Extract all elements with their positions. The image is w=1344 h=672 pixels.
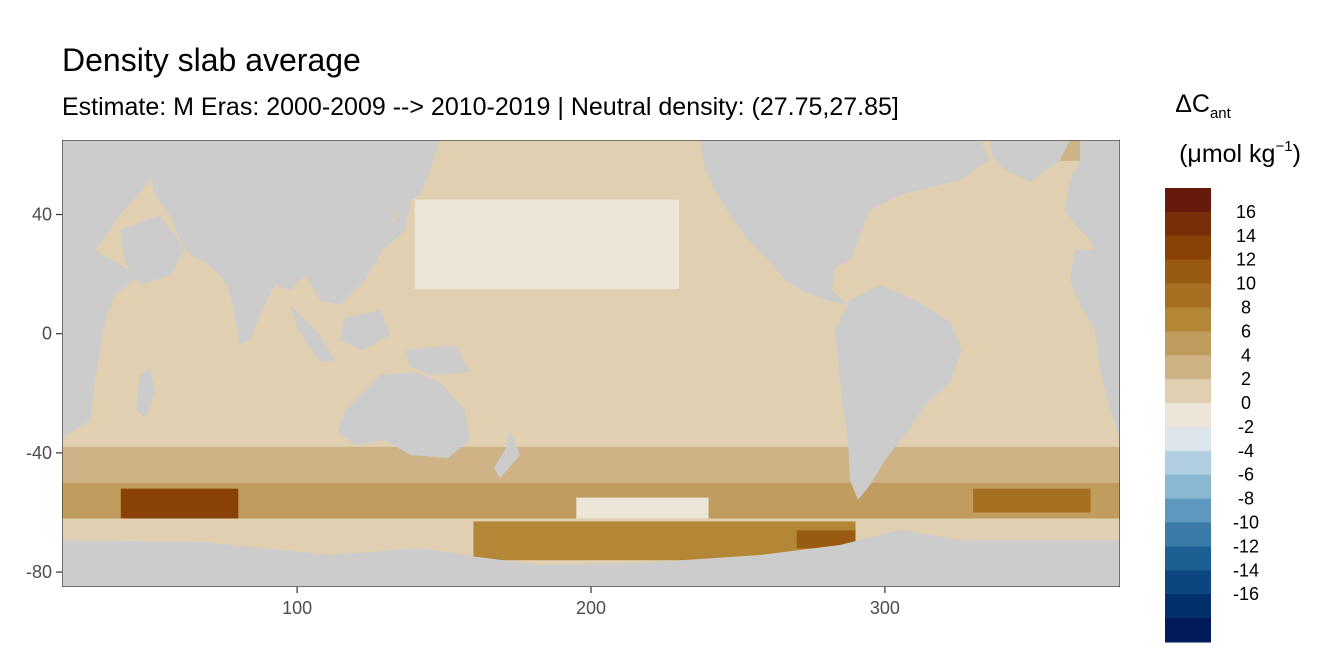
chart-subtitle: Estimate: M Eras: 2000-2009 --> 2010-201…: [62, 93, 899, 121]
antarctica-land: [62, 530, 1120, 587]
y-tick-label: 40: [32, 205, 52, 225]
borneo-land: [340, 310, 390, 350]
legend-label: -4: [1238, 441, 1254, 461]
legend-swatch: [1165, 474, 1211, 500]
japan-land: [378, 195, 410, 248]
africa-east-land: [1070, 250, 1120, 440]
legend-swatch: [1165, 546, 1211, 571]
europe-land: [1065, 140, 1120, 270]
legend-swatch: [1165, 379, 1211, 404]
y-tick-label: 0: [42, 324, 52, 344]
legend-swatch: [1165, 618, 1211, 643]
legend-label: 14: [1236, 226, 1256, 246]
region-indian-sector-max: [120, 488, 239, 519]
y-tick-label: -40: [26, 443, 52, 463]
legend-label: 4: [1241, 345, 1251, 365]
south-america-land: [835, 285, 962, 500]
land-layer: [62, 140, 1120, 587]
chart-title: Density slab average: [62, 42, 361, 78]
region-atlantic-sector-max: [973, 488, 1091, 513]
legend-label: 2: [1241, 369, 1251, 389]
region-layer: [62, 140, 1120, 561]
legend-swatch: [1165, 307, 1211, 332]
legend-swatch: [1165, 450, 1211, 476]
legend-title: ΔCant: [1175, 90, 1231, 122]
region-north-pacific-negative: [414, 199, 680, 289]
legend-label: 12: [1236, 250, 1256, 270]
legend: ΔCant (μmol kg−1) 16 14 12 10 8 6 4 2 0 -2 -4 -6 -8 -10…: [1165, 90, 1301, 643]
legend-label: -12: [1233, 536, 1259, 556]
sumatra-land: [290, 305, 335, 362]
legend-swatch: [1165, 211, 1211, 237]
legend-swatch: [1165, 235, 1211, 261]
x-tick-label: 100: [282, 598, 312, 618]
legend-unit: (μmol kg−1): [1179, 138, 1301, 168]
legend-label: -10: [1233, 513, 1259, 533]
legend-swatch: [1165, 498, 1211, 524]
map-panel: [62, 140, 1120, 587]
legend-label: 6: [1241, 321, 1251, 341]
legend-label: 10: [1236, 274, 1256, 294]
greenland-land: [990, 140, 1070, 182]
legend-label: -14: [1233, 560, 1259, 580]
legend-label: -6: [1238, 465, 1254, 485]
legend-label: 16: [1236, 202, 1256, 222]
eurasia-land: [150, 140, 440, 345]
africa-land: [62, 140, 160, 438]
legend-swatch: [1165, 259, 1211, 285]
new-zealand-land: [494, 430, 520, 478]
y-tick-label: -80: [26, 562, 52, 582]
legend-swatch: [1165, 188, 1211, 213]
legend-label: 0: [1241, 393, 1251, 413]
axes: 40 0 -40 -80 100 200 300: [26, 205, 900, 619]
australia-land: [338, 372, 470, 458]
north-america-land: [700, 140, 990, 305]
region-pacific-sector-negative: [576, 497, 709, 519]
legend-swatch: [1165, 522, 1211, 547]
madagascar-land: [136, 368, 155, 418]
x-tick-label: 200: [576, 598, 606, 618]
new-guinea-land: [405, 345, 470, 375]
legend-swatch: [1165, 570, 1211, 595]
legend-swatch: [1165, 403, 1211, 428]
legend-swatch: [1165, 331, 1211, 356]
legend-swatch: [1165, 283, 1211, 308]
legend-swatch: [1165, 426, 1211, 452]
legend-swatch: [1165, 594, 1211, 619]
legend-label: -8: [1238, 489, 1254, 509]
legend-label: -16: [1233, 584, 1259, 604]
legend-label: -2: [1238, 417, 1254, 437]
region-southern-ocean-band-1: [62, 446, 1120, 483]
arabia-land: [120, 215, 185, 285]
legend-label: 8: [1241, 297, 1251, 317]
region-ross-sea-max: [796, 530, 856, 549]
legend-swatch: [1165, 355, 1211, 380]
x-tick-label: 300: [870, 598, 900, 618]
